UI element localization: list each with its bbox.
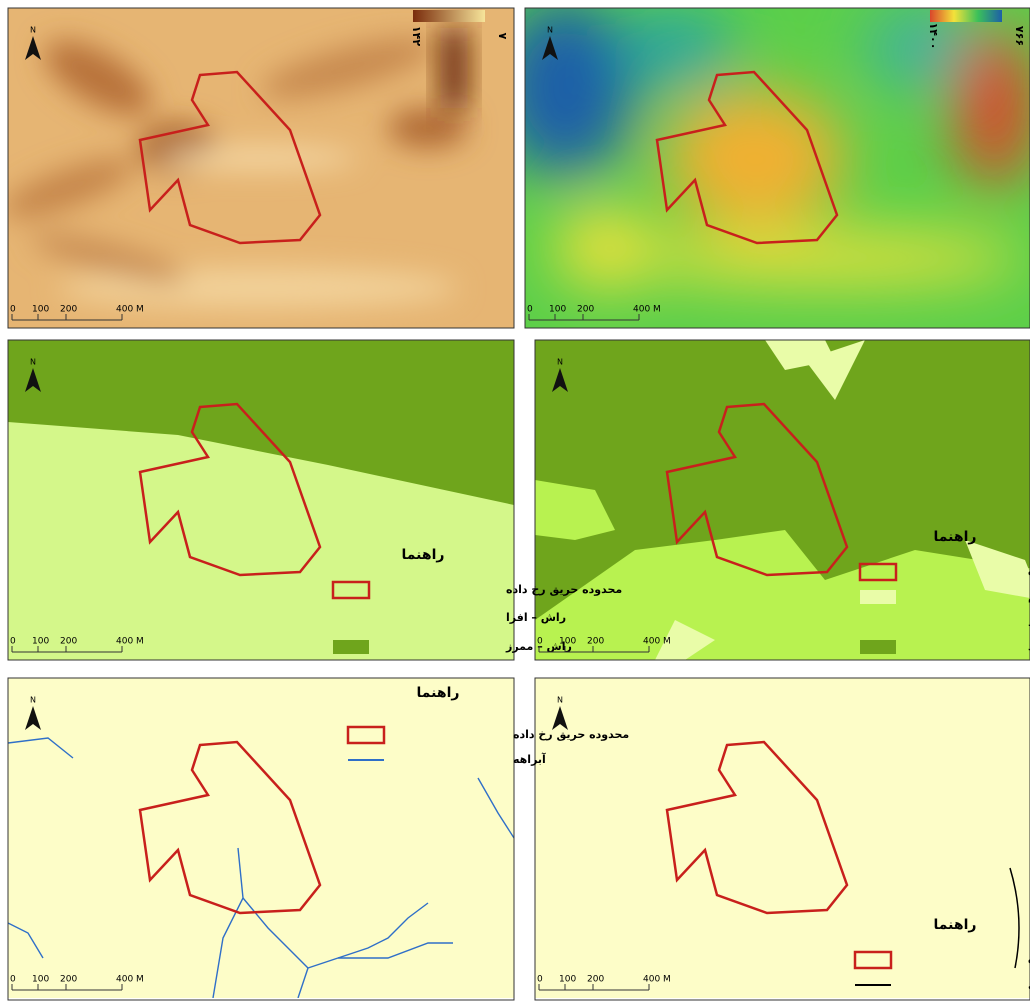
colorbar-label: ۱۴۲ bbox=[410, 26, 423, 46]
scale-label: 0 bbox=[537, 975, 543, 985]
scale-label: 100 bbox=[559, 975, 576, 985]
legend-swatch bbox=[333, 611, 369, 625]
scale-label: 400 M bbox=[643, 975, 671, 985]
scale-label: 0 bbox=[10, 975, 16, 985]
scale-label: 100 bbox=[559, 637, 576, 647]
legend-label: آبراهه bbox=[513, 752, 546, 766]
scale-label: 200 bbox=[587, 637, 604, 647]
scale-label: 100 bbox=[32, 637, 49, 647]
scale-label: 200 bbox=[60, 305, 77, 315]
legend-swatch bbox=[860, 640, 896, 654]
legend-swatch bbox=[333, 640, 369, 654]
legend-title: راهنما bbox=[934, 917, 977, 933]
scale-label: 100 bbox=[32, 975, 49, 985]
colorbar bbox=[930, 10, 1002, 22]
legend-title: راهنما bbox=[402, 547, 445, 563]
scale-label: 0 bbox=[527, 305, 533, 315]
north-label: N bbox=[30, 26, 36, 35]
panel-forest-type bbox=[8, 340, 514, 660]
north-label: N bbox=[557, 696, 563, 705]
legend-label: محدوده حریق رخ داده bbox=[506, 583, 622, 596]
scale-label: 100 bbox=[549, 305, 566, 315]
north-label: N bbox=[30, 358, 36, 367]
panel-density bbox=[535, 340, 1030, 660]
north-label: N bbox=[557, 358, 563, 367]
panel-streams bbox=[8, 678, 514, 998]
legend-title: راهنما bbox=[417, 685, 460, 701]
legend-label: راش – افرا bbox=[506, 611, 566, 624]
north-label: N bbox=[547, 26, 553, 35]
panel-elevation bbox=[0, 8, 514, 328]
scale-label: 0 bbox=[537, 637, 543, 647]
legend-label: محدوده حریق رخ داده bbox=[513, 728, 629, 741]
colorbar-label: ۷۶۶ bbox=[1013, 26, 1026, 46]
colorbar-label: ۷ bbox=[496, 33, 509, 40]
scale-label: 400 M bbox=[116, 637, 144, 647]
scale-label: 400 M bbox=[633, 305, 661, 315]
legend-title: راهنما bbox=[934, 529, 977, 545]
page: {"panels": [ {"north": "N", "scale": ["0… bbox=[0, 0, 1030, 1005]
scale-label: 100 bbox=[32, 305, 49, 315]
scale-label: 400 M bbox=[116, 305, 144, 315]
legend-swatch bbox=[860, 616, 896, 630]
scale-label: 400 M bbox=[643, 637, 671, 647]
scale-label: 200 bbox=[587, 975, 604, 985]
scale-label: 200 bbox=[60, 975, 77, 985]
colorbar bbox=[413, 10, 485, 22]
scale-label: 0 bbox=[10, 305, 16, 315]
scale-label: 400 M bbox=[116, 975, 144, 985]
scale-label: 0 bbox=[10, 637, 16, 647]
colorbar-label: ۱۴۰۰ bbox=[927, 23, 940, 50]
scale-label: 200 bbox=[577, 305, 594, 315]
panel-roads bbox=[535, 678, 1030, 998]
panel-climate bbox=[495, 0, 1030, 328]
north-label: N bbox=[30, 696, 36, 705]
legend-swatch bbox=[860, 590, 896, 604]
scale-label: 200 bbox=[60, 637, 77, 647]
figure: N 0 100 200 400 M ۱۴۲ ۷ N 0 100 200 400 M ۱۴۰۰ ۷۶۶ N 0 1… bbox=[0, 0, 1030, 1001]
